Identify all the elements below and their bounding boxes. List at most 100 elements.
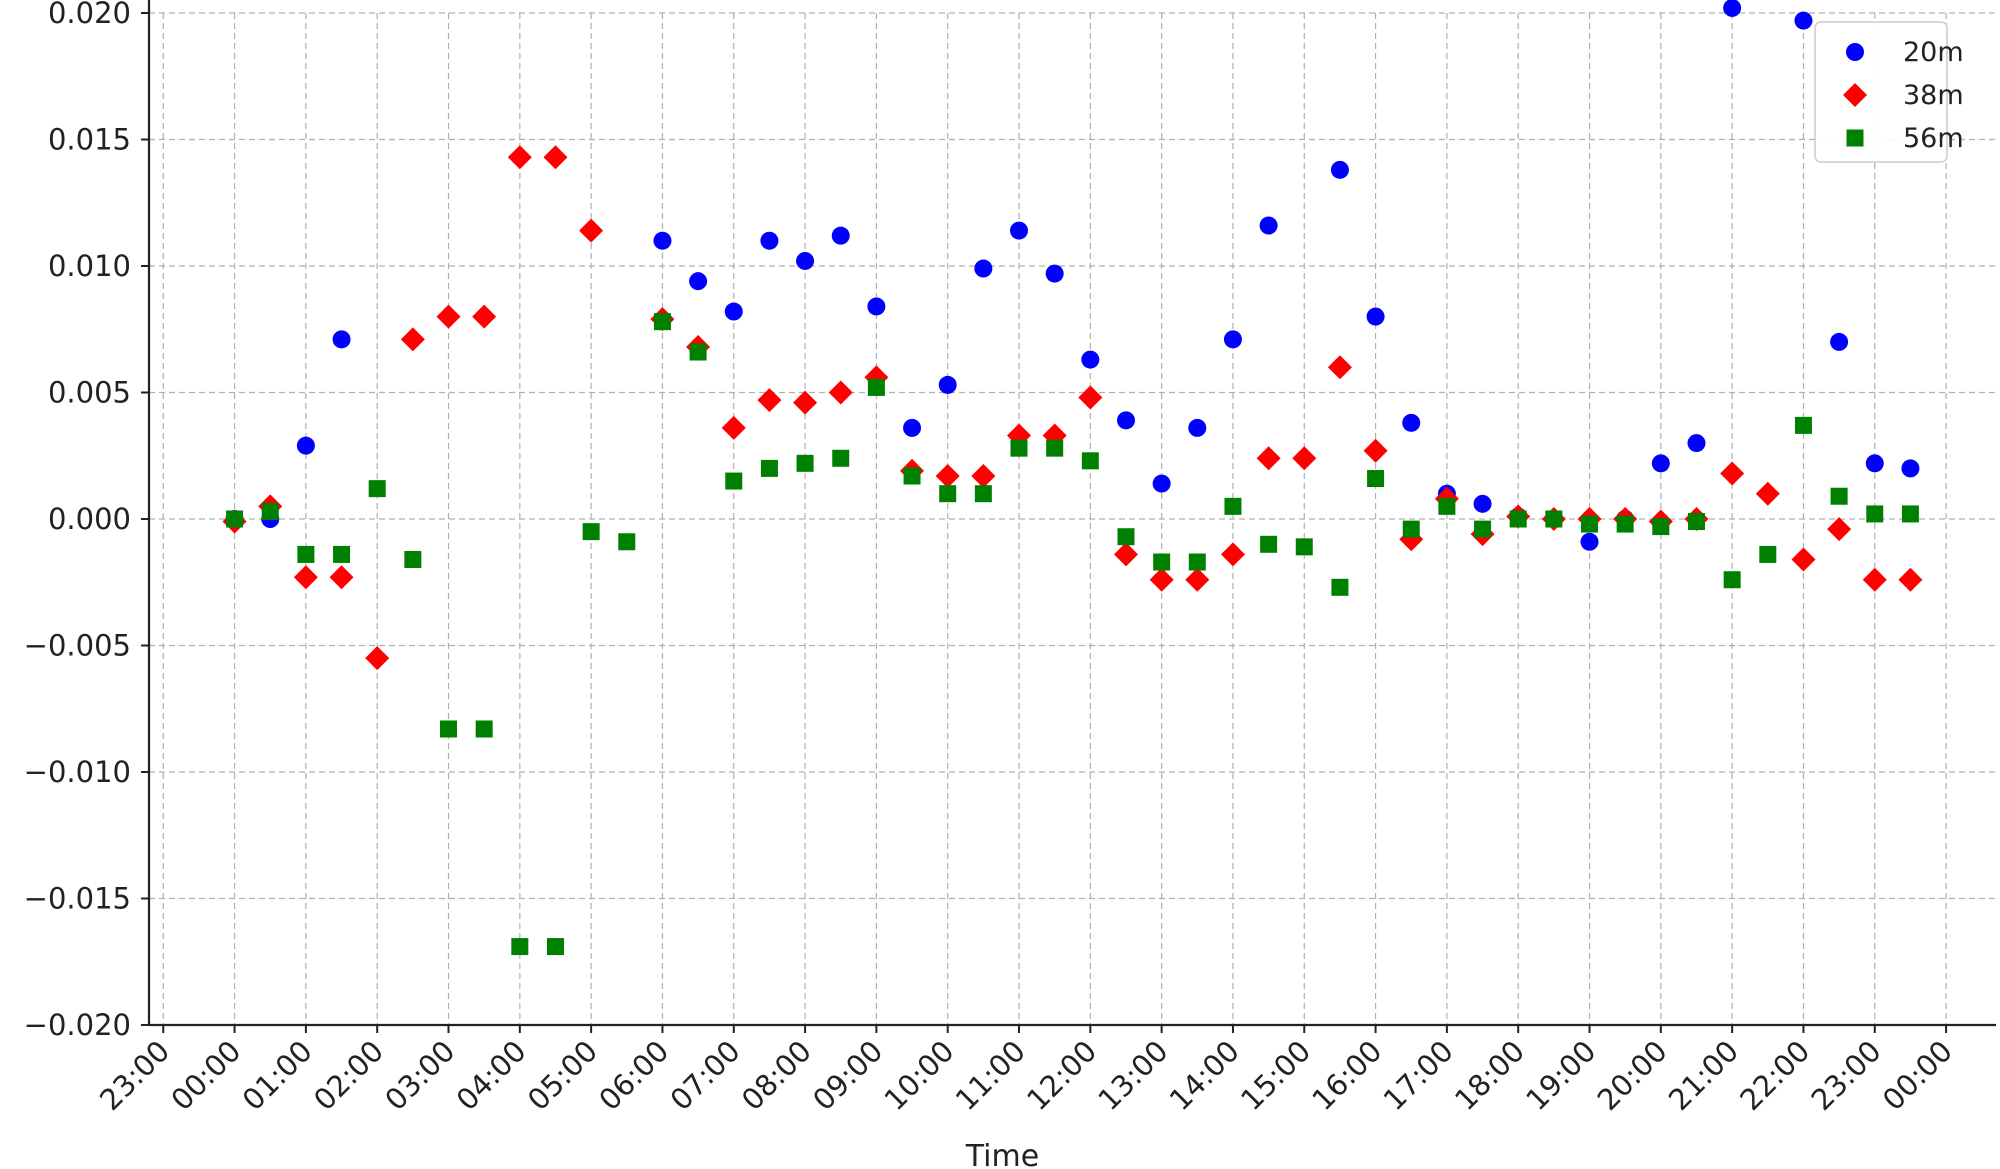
data-point-38m <box>579 218 604 243</box>
y-tick-label: −0.015 <box>24 882 131 916</box>
data-point-38m <box>1862 567 1887 592</box>
x-tick-label: 00:00 <box>1876 1034 1959 1117</box>
data-point-56m <box>1687 513 1705 531</box>
x-tick-label: 09:00 <box>806 1034 889 1117</box>
series-38m <box>222 145 1923 671</box>
x-tick-label: 10:00 <box>878 1034 961 1117</box>
data-point-38m <box>1220 542 1245 567</box>
data-point-56m <box>760 459 778 477</box>
x-tick-label: 13:00 <box>1091 1034 1174 1117</box>
data-point-20m <box>1651 454 1670 473</box>
data-point-20m <box>1901 459 1920 478</box>
x-tick-label: 05:00 <box>521 1034 604 1117</box>
x-tick-label: 16:00 <box>1305 1034 1388 1117</box>
data-point-20m <box>1116 411 1135 430</box>
data-point-38m <box>1256 446 1281 471</box>
data-point-56m <box>1260 535 1278 553</box>
data-point-56m <box>226 510 244 528</box>
data-point-56m <box>974 485 992 503</box>
data-point-56m <box>689 343 707 361</box>
data-point-38m <box>293 565 318 590</box>
legend: 20m 38m 56m <box>1814 21 1964 163</box>
data-point-56m <box>511 938 529 956</box>
x-tick-label: 20:00 <box>1591 1034 1674 1117</box>
data-point-38m <box>329 565 354 590</box>
data-point-38m <box>1292 446 1317 471</box>
data-point-20m <box>1045 264 1064 283</box>
data-point-20m <box>938 375 957 394</box>
y-tick-label: 0.020 <box>48 0 131 30</box>
data-point-56m <box>1438 497 1456 515</box>
data-point-56m <box>1866 505 1884 523</box>
data-points <box>222 0 1923 956</box>
data-point-20m <box>974 259 993 278</box>
legend-marker-20m <box>1846 43 1864 61</box>
data-point-56m <box>404 550 422 568</box>
data-point-38m <box>1149 567 1174 592</box>
data-point-56m <box>261 502 279 520</box>
data-point-38m <box>400 327 425 352</box>
data-point-56m <box>333 545 351 563</box>
x-tick-label: 17:00 <box>1377 1034 1460 1117</box>
data-point-20m <box>1188 418 1207 437</box>
data-point-56m <box>939 485 957 503</box>
data-point-38m <box>757 388 782 413</box>
data-point-56m <box>1545 510 1563 528</box>
legend-label: 20m <box>1903 37 1964 68</box>
grid <box>149 12 1996 1026</box>
data-point-20m <box>1473 494 1492 513</box>
data-point-56m <box>368 480 386 498</box>
data-point-20m <box>1687 434 1706 453</box>
data-point-20m <box>724 302 743 321</box>
x-tick-label: 23:00 <box>1805 1034 1888 1117</box>
x-tick-label: 14:00 <box>1163 1034 1246 1117</box>
x-tick-label: 15:00 <box>1234 1034 1317 1117</box>
data-point-38m <box>472 304 497 329</box>
data-point-56m <box>832 449 850 467</box>
data-point-20m <box>760 231 779 250</box>
data-point-56m <box>582 523 600 541</box>
data-point-56m <box>1759 545 1777 563</box>
x-tick-label: 07:00 <box>664 1034 747 1117</box>
x-axis-label: Time <box>965 1139 1039 1169</box>
x-tick-label: 22:00 <box>1733 1034 1816 1117</box>
data-point-38m <box>1113 542 1138 567</box>
data-point-56m <box>475 720 493 738</box>
x-tick-label: 00:00 <box>164 1034 247 1117</box>
x-tick-label: 01:00 <box>236 1034 319 1117</box>
data-point-20m <box>296 436 315 455</box>
y-tick-label: 0.010 <box>48 249 131 283</box>
data-point-56m <box>1224 497 1242 515</box>
data-point-56m <box>1830 487 1848 505</box>
data-point-56m <box>1402 520 1420 538</box>
data-point-56m <box>1581 515 1599 533</box>
data-point-20m <box>1223 330 1242 349</box>
y-tick-label: −0.020 <box>24 1008 131 1042</box>
data-point-20m <box>1794 11 1813 30</box>
data-point-20m <box>1865 454 1884 473</box>
data-point-56m <box>867 378 885 396</box>
data-point-38m <box>1898 567 1923 592</box>
data-point-20m <box>1081 350 1100 369</box>
legend-marker-38m <box>1843 83 1867 107</box>
x-tick-label: 08:00 <box>735 1034 818 1117</box>
data-point-20m <box>1330 160 1349 179</box>
data-point-20m <box>1010 221 1029 240</box>
data-point-20m <box>1366 307 1385 326</box>
data-point-56m <box>546 938 564 956</box>
y-tick-label: −0.005 <box>24 629 131 663</box>
data-point-38m <box>721 415 746 440</box>
data-point-20m <box>1259 216 1278 235</box>
x-tick-label: 03:00 <box>378 1034 461 1117</box>
data-point-38m <box>935 463 960 488</box>
y-tick-label: 0.015 <box>48 123 131 157</box>
data-point-38m <box>1363 438 1388 463</box>
data-point-20m <box>796 251 815 270</box>
data-point-56m <box>1153 553 1171 571</box>
data-point-38m <box>1791 547 1816 572</box>
data-point-38m <box>1720 461 1745 486</box>
data-point-38m <box>793 390 818 415</box>
data-point-56m <box>618 533 636 551</box>
data-point-20m <box>332 330 351 349</box>
data-point-20m <box>1723 0 1742 17</box>
